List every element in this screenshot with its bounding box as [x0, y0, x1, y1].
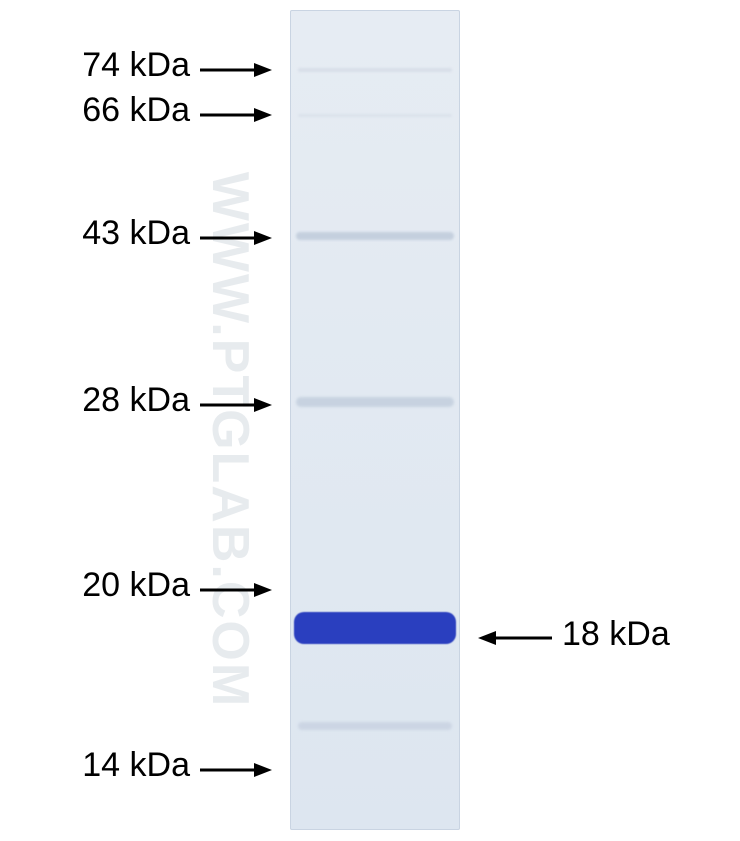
mw-marker-label: 74 kDa: [82, 46, 190, 85]
gel-band: [296, 397, 454, 407]
gel-band: [298, 722, 452, 730]
mw-marker-arrow: [180, 574, 292, 606]
mw-marker-label: 43 kDa: [82, 214, 190, 253]
gel-band: [296, 232, 454, 240]
mw-marker-arrow: [180, 389, 292, 421]
gel-band: [294, 612, 456, 644]
gel-lane: [290, 10, 460, 830]
result-band-label: 18 kDa: [562, 615, 670, 654]
mw-marker-label: 66 kDa: [82, 91, 190, 130]
mw-marker-arrow: [180, 754, 292, 786]
gel-band: [298, 68, 452, 72]
mw-marker-label: 14 kDa: [82, 746, 190, 785]
mw-marker-arrow: [180, 54, 292, 86]
gel-band: [298, 114, 452, 117]
mw-marker-label: 28 kDa: [82, 381, 190, 420]
mw-marker-arrow: [180, 222, 292, 254]
mw-marker-arrow: [180, 99, 292, 131]
result-arrow: [458, 622, 572, 654]
mw-marker-label: 20 kDa: [82, 566, 190, 605]
gel-figure: WWW.PTGLAB.COM74 kDa66 kDa43 kDa28 kDa20…: [0, 0, 740, 841]
